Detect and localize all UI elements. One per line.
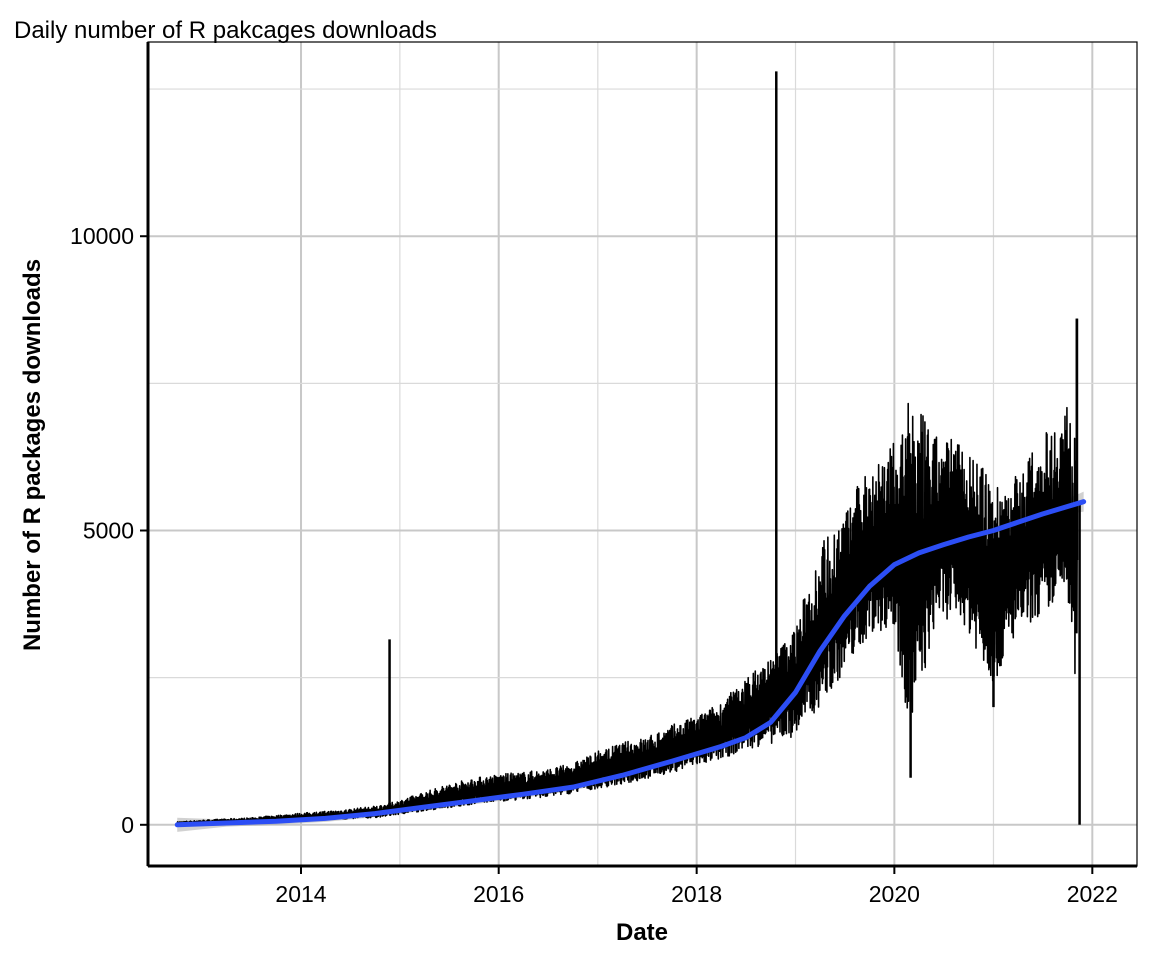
smooth-trend-group xyxy=(174,499,1087,828)
x-tick-label: 2020 xyxy=(869,881,920,907)
axes: 2014 2016 2018 2020 2022 0 5000 10000 xyxy=(70,42,1137,907)
grid xyxy=(147,41,1138,867)
x-tick-label: 2022 xyxy=(1067,881,1118,907)
smooth-trend-line xyxy=(174,499,1087,828)
labels: Daily number of R pakcages downloads Dat… xyxy=(14,17,668,946)
y-tick-label: 0 xyxy=(121,812,134,838)
daily-downloads-group xyxy=(176,71,1081,826)
x-tick-label: 2016 xyxy=(473,881,524,907)
x-tick-label: 2018 xyxy=(671,881,722,907)
daily-downloads-line xyxy=(176,402,1078,826)
y-tick-label: 5000 xyxy=(83,518,134,544)
y-axis-title: Number of R packages downloads xyxy=(19,259,46,651)
x-tick-label: 2014 xyxy=(275,881,326,907)
panel-border xyxy=(147,41,1138,867)
y-tick-label: 10000 xyxy=(70,223,134,249)
chart-title: Daily number of R pakcages downloads xyxy=(14,17,437,44)
x-axis-title: Date xyxy=(616,919,668,946)
